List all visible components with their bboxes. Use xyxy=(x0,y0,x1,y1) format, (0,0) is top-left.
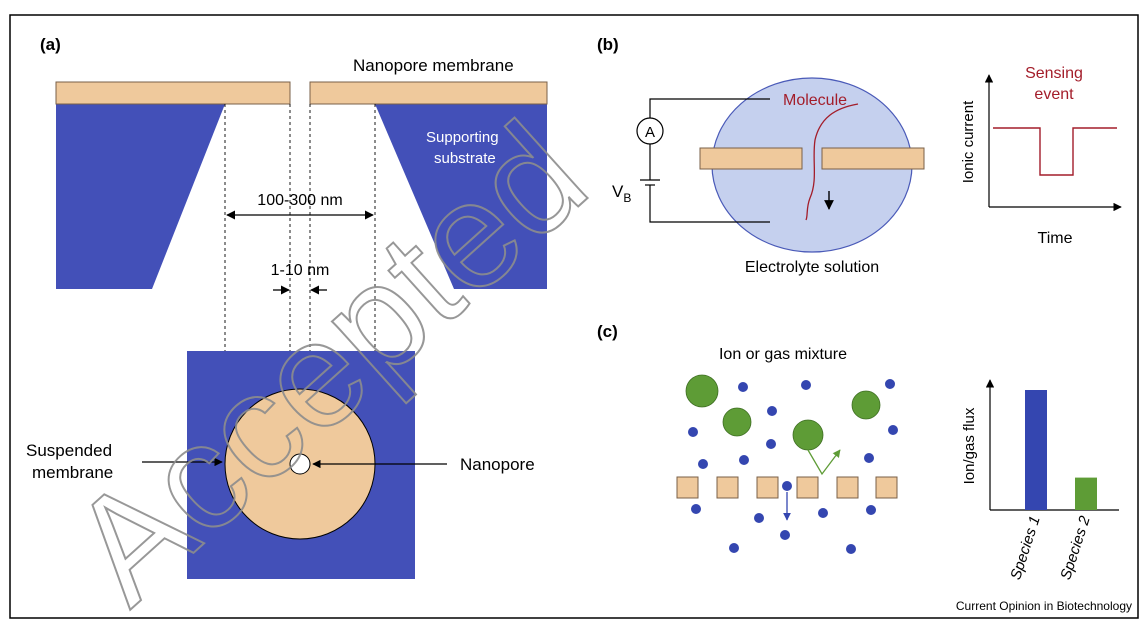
green-species xyxy=(685,374,881,451)
species-small xyxy=(888,425,898,435)
journal-credit: Current Opinion in Biotechnology xyxy=(956,599,1132,613)
ionic-current-trace xyxy=(993,127,1117,176)
species-large xyxy=(851,390,881,420)
blue-species xyxy=(688,379,898,554)
species-small xyxy=(688,427,698,437)
membrane-block xyxy=(796,476,819,499)
membrane-block xyxy=(716,476,739,499)
flux-category-label-2: Species 2 xyxy=(1057,513,1094,582)
substrate-right xyxy=(375,104,547,289)
nanopore-membrane-left xyxy=(55,81,291,105)
species-small xyxy=(739,455,749,465)
ammeter-symbol xyxy=(636,117,664,145)
nanopore-membrane-label: Nanopore membrane xyxy=(353,56,514,75)
species-small xyxy=(767,406,777,416)
species-small xyxy=(698,459,708,469)
species-small xyxy=(754,513,764,523)
species-small xyxy=(691,504,701,514)
molecule-label: Molecule xyxy=(783,92,847,109)
panel-c: (c) Ion or gas mixture xyxy=(597,322,1119,582)
supporting-substrate-label-1: Supporting xyxy=(426,129,499,146)
dimension-outer-label: 100-300 nm xyxy=(257,192,342,209)
flux-bar-2 xyxy=(1075,477,1097,510)
species-small xyxy=(866,505,876,515)
supporting-substrate-label-2: substrate xyxy=(434,150,496,167)
species-small xyxy=(780,530,790,540)
voltage-subscript: B xyxy=(623,191,631,205)
dimension-inner-label: 1-10 nm xyxy=(271,262,330,279)
trace-y-axis-label: Ionic current xyxy=(960,100,977,183)
voltage-symbol: V xyxy=(612,182,624,201)
rejection-arrow xyxy=(807,449,841,476)
flux-y-axis-label: Ion/gas flux xyxy=(961,407,978,484)
membrane-block xyxy=(875,476,898,499)
membrane-left-b xyxy=(699,147,803,170)
voltage-label: VB xyxy=(612,182,631,205)
substrate-left xyxy=(56,104,225,289)
suspended-membrane-label-1: Suspended xyxy=(26,441,112,460)
figure-border xyxy=(9,14,1139,619)
flux-bars: Species 1 Species 2 xyxy=(1007,390,1097,582)
species-small xyxy=(885,379,895,389)
membrane-blocks xyxy=(676,476,898,499)
membrane-block xyxy=(756,476,779,499)
mixture-label: Ion or gas mixture xyxy=(719,346,847,363)
ammeter-label: A xyxy=(645,124,655,141)
panel-b: (b) A VB Molecule Electrolyte solution S… xyxy=(597,35,1122,276)
nanopore-hole xyxy=(289,453,311,475)
membrane-block xyxy=(836,476,859,499)
suspended-membrane-label-2: membrane xyxy=(32,463,113,482)
electrolyte-label: Electrolyte solution xyxy=(745,259,879,276)
circuit-wires xyxy=(640,98,770,223)
species-large xyxy=(792,419,824,451)
flux-bar-1 xyxy=(1025,390,1047,510)
panel-a: (a) Nanopore membrane Supporting substra… xyxy=(26,35,548,579)
species-large xyxy=(722,407,752,437)
species-small xyxy=(738,382,748,392)
membrane-block xyxy=(676,476,699,499)
species-large xyxy=(685,374,719,408)
sensing-event-label-1: Sensing xyxy=(1025,65,1083,82)
nanopore-membrane-right xyxy=(309,81,548,105)
molecule-strand xyxy=(805,103,859,221)
species-small xyxy=(729,543,739,553)
nanopore-label: Nanopore xyxy=(460,455,535,474)
species-small xyxy=(846,544,856,554)
species-small xyxy=(864,453,874,463)
trace-x-axis-label: Time xyxy=(1038,230,1073,247)
panel-b-label: (b) xyxy=(597,35,619,54)
flux-category-label-1: Species 1 xyxy=(1007,514,1044,582)
panel-a-label: (a) xyxy=(40,35,61,54)
species-small xyxy=(782,481,792,491)
species-small xyxy=(766,439,776,449)
species-small xyxy=(801,380,811,390)
membrane-right-b xyxy=(821,147,925,170)
species-small xyxy=(818,508,828,518)
panel-c-label: (c) xyxy=(597,322,618,341)
sensing-event-label-2: event xyxy=(1034,86,1074,103)
